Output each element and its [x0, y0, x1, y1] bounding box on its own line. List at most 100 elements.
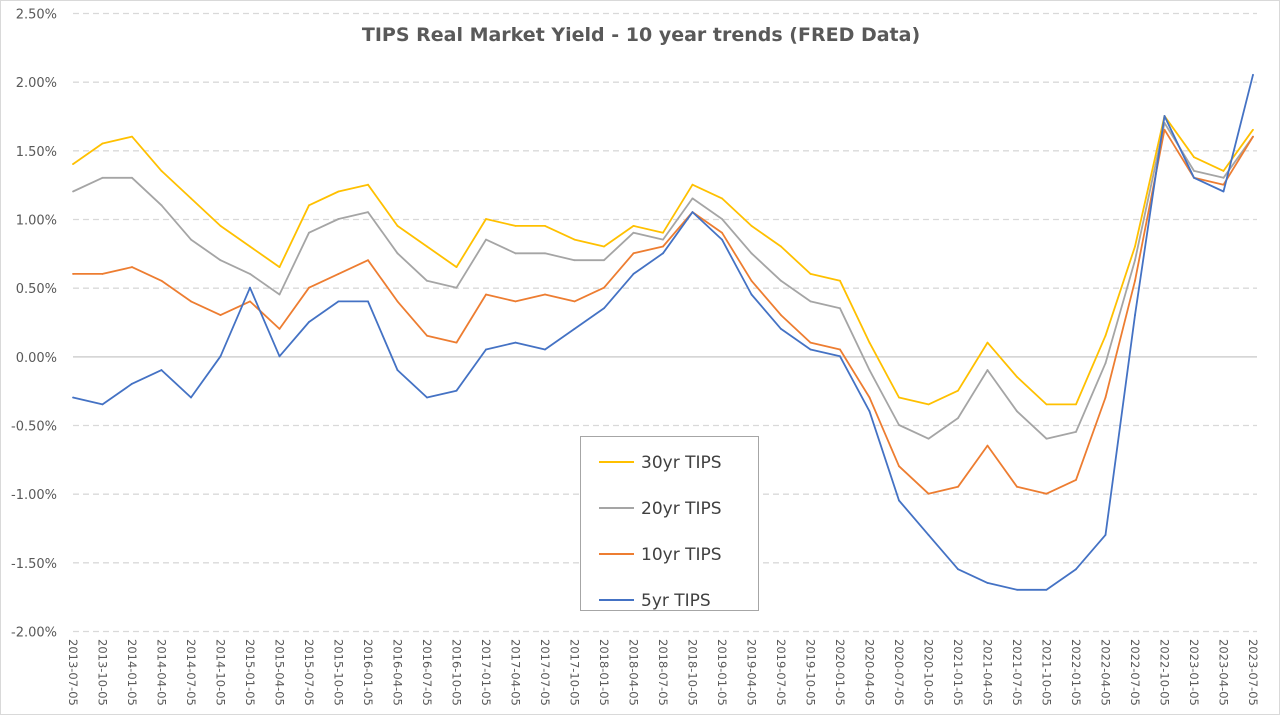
data-point: [750, 279, 753, 282]
data-point: [1252, 128, 1254, 131]
data-point: [957, 417, 959, 420]
data-point: [426, 334, 428, 337]
data-point: [662, 245, 664, 248]
data-point: [278, 293, 281, 296]
x-tick-label: 2019-04-05: [745, 639, 759, 706]
data-point: [839, 355, 841, 358]
data-point: [632, 252, 635, 255]
x-tick-label: 2018-10-05: [686, 639, 700, 706]
data-point: [367, 211, 369, 214]
data-point: [780, 245, 782, 248]
data-point: [219, 355, 222, 358]
data-point: [898, 465, 900, 468]
data-point: [278, 266, 281, 268]
data-point: [662, 231, 664, 234]
data-point: [131, 135, 133, 138]
series-line-30yr-tips: [72, 115, 1254, 406]
data-point: [308, 231, 310, 234]
data-point: [1016, 485, 1018, 488]
data-point: [721, 197, 723, 200]
data-point: [396, 300, 399, 303]
y-tick-label: 1.50%: [16, 145, 57, 160]
data-point: [190, 300, 192, 303]
data-point: [1016, 376, 1018, 378]
x-tick-label: 2020-01-05: [833, 639, 847, 706]
x-tick-label: 2021-10-05: [1040, 639, 1054, 706]
data-point: [898, 499, 900, 502]
data-point: [160, 369, 163, 371]
data-point: [868, 396, 871, 399]
series-line-20yr-tips: [72, 122, 1254, 440]
legend-item: 20yr TIPS: [599, 499, 722, 519]
data-point: [1163, 115, 1166, 117]
data-point: [780, 327, 782, 330]
x-tick-label: 2016-10-05: [450, 639, 464, 706]
data-point: [514, 300, 517, 303]
x-tick-label: 2022-04-05: [1099, 639, 1113, 706]
data-point: [1193, 170, 1195, 172]
data-point: [780, 279, 782, 282]
data-point: [603, 259, 605, 262]
data-point: [927, 533, 930, 536]
data-point: [1252, 73, 1254, 76]
data-point: [278, 355, 281, 358]
data-point: [101, 176, 104, 179]
data-point: [1045, 588, 1048, 591]
data-point: [337, 273, 340, 275]
y-tick-label: 1.00%: [16, 214, 57, 229]
x-tick-label: 2021-01-05: [951, 639, 965, 706]
data-point: [396, 252, 399, 255]
data-point: [662, 238, 664, 241]
x-tick-label: 2022-01-05: [1069, 639, 1083, 706]
legend-label: 30yr TIPS: [641, 453, 722, 473]
data-point: [1104, 396, 1107, 399]
data-point: [485, 238, 487, 241]
data-point: [219, 259, 222, 262]
x-tick-label: 2022-07-05: [1128, 639, 1142, 706]
data-point: [1134, 314, 1136, 317]
y-tick-label: 0.00%: [16, 351, 57, 366]
data-point: [455, 266, 458, 268]
data-point: [662, 252, 664, 255]
data-point: [898, 396, 900, 399]
data-point: [1104, 334, 1107, 337]
x-tick-label: 2015-04-05: [273, 639, 287, 706]
x-tick-label: 2016-01-05: [361, 639, 375, 706]
data-point: [809, 348, 812, 351]
data-point: [721, 231, 723, 234]
data-point: [219, 224, 222, 227]
data-point: [308, 286, 310, 289]
data-point: [396, 369, 399, 371]
data-point: [573, 238, 576, 241]
x-tick-label: 2014-01-05: [125, 639, 139, 706]
data-point: [72, 273, 74, 275]
data-point: [455, 389, 458, 392]
data-point: [721, 218, 723, 220]
data-point: [927, 403, 930, 406]
data-point: [396, 224, 399, 227]
x-tick-label: 2017-01-05: [479, 639, 493, 706]
y-tick-label: -1.50%: [11, 557, 57, 572]
data-point: [986, 444, 989, 447]
data-point: [868, 369, 871, 371]
data-point: [691, 211, 694, 214]
data-point: [632, 224, 635, 227]
data-point: [160, 204, 163, 207]
legend-label: 5yr TIPS: [641, 591, 711, 611]
data-point: [367, 183, 369, 186]
data-point: [1222, 183, 1225, 186]
y-tick-label: 2.00%: [16, 76, 57, 91]
data-point: [337, 190, 340, 193]
y-axis-ticks: 2.50% 2.00% 1.50% 1.00% 0.50% 0.00% -0.50% -1.0…: [11, 8, 57, 641]
data-point: [986, 582, 989, 584]
data-point: [750, 224, 753, 227]
data-point: [839, 307, 841, 310]
data-point: [809, 300, 812, 303]
data-point: [1075, 568, 1077, 571]
x-tick-label: 2018-04-05: [627, 639, 641, 706]
x-tick-label: 2019-07-05: [774, 639, 788, 706]
chart-title: TIPS Real Market Yield - 10 year trends …: [362, 24, 920, 46]
data-point: [249, 245, 251, 248]
data-point: [544, 293, 546, 296]
